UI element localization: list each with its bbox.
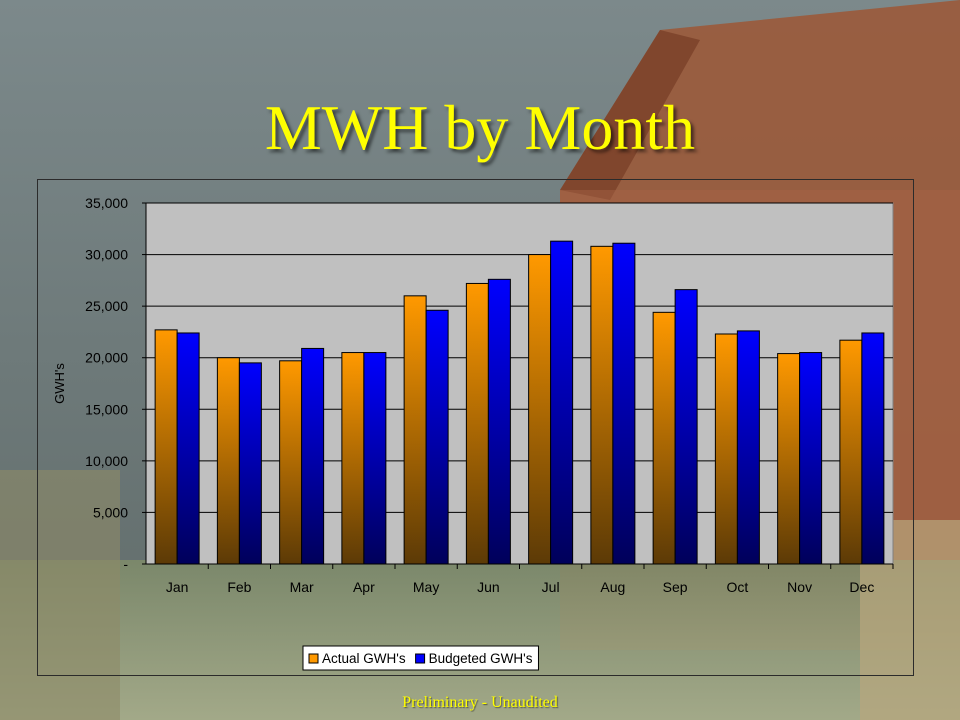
y-tick-label: 15,000 xyxy=(85,401,128,417)
x-tick-label: Jun xyxy=(477,579,500,595)
y-tick-label: 30,000 xyxy=(85,247,128,263)
y-tick-label: 25,000 xyxy=(85,298,128,314)
bar-budgeted-aug xyxy=(612,242,636,565)
bar-budgeted-jul xyxy=(550,240,574,565)
y-axis-title: GWH's xyxy=(52,363,67,404)
legend-label-actual: Actual GWH's xyxy=(322,651,406,666)
x-tick-label: Oct xyxy=(726,579,748,595)
bar-actual-nov xyxy=(777,353,801,565)
chart-frame: - 5,000 10,000 15,000 20,000 25,000 30,000 35,0… xyxy=(37,179,914,676)
footer-note: Preliminary - Unaudited xyxy=(402,694,558,711)
x-tick-label: Mar xyxy=(290,579,314,595)
x-tick-label: May xyxy=(413,579,439,595)
bar-actual-mar xyxy=(279,360,303,565)
plot-area: - 5,000 10,000 15,000 20,000 25,000 30,000 35,0… xyxy=(52,195,894,595)
y-tick-label: - xyxy=(123,556,128,572)
x-tick-label: Aug xyxy=(600,579,625,595)
bar-actual-jan xyxy=(154,329,178,565)
bar-budgeted-jan xyxy=(176,332,200,565)
y-tick-label: 20,000 xyxy=(85,350,128,366)
bar-budgeted-may xyxy=(425,309,449,565)
x-tick-label: Nov xyxy=(787,579,812,595)
bar-actual-jun xyxy=(465,282,489,565)
legend-swatch-budgeted xyxy=(415,653,426,664)
bar-budgeted-sep xyxy=(674,289,698,565)
bar-budgeted-apr xyxy=(363,352,387,565)
bar-budgeted-jun xyxy=(487,278,511,565)
x-tick-label: Feb xyxy=(227,579,251,595)
bar-actual-sep xyxy=(652,311,676,565)
y-tick-label: 35,000 xyxy=(85,195,128,211)
bar-actual-dec xyxy=(839,339,863,565)
y-tick-label: 10,000 xyxy=(85,453,128,469)
x-tick-label: Jul xyxy=(542,579,560,595)
legend-swatch-actual xyxy=(308,653,319,664)
slide-title: MWH by Month xyxy=(264,92,696,163)
y-tick-label: 5,000 xyxy=(93,504,128,520)
bar-actual-apr xyxy=(341,352,365,565)
bar-actual-jul xyxy=(528,254,552,565)
bar-budgeted-dec xyxy=(861,332,885,565)
legend-label-budgeted: Budgeted GWH's xyxy=(429,651,533,666)
bar-actual-may xyxy=(403,295,427,565)
bar-actual-oct xyxy=(714,333,738,565)
bar-actual-aug xyxy=(590,245,614,565)
plot-background xyxy=(145,202,894,565)
bar-budgeted-mar xyxy=(301,347,325,565)
x-tick-label: Apr xyxy=(353,579,375,595)
x-tick-label: Jan xyxy=(166,579,189,595)
x-tick-label: Dec xyxy=(849,579,874,595)
bar-budgeted-oct xyxy=(736,330,760,565)
chart-legend: Actual GWH's Budgeted GWH's xyxy=(302,645,539,671)
x-tick-label: Sep xyxy=(663,579,688,595)
bar-chart: - 5,000 10,000 15,000 20,000 25,000 30,000 35,0… xyxy=(52,195,894,671)
bar-actual-feb xyxy=(216,357,240,565)
bar-budgeted-feb xyxy=(238,362,262,565)
bar-budgeted-nov xyxy=(799,352,823,565)
